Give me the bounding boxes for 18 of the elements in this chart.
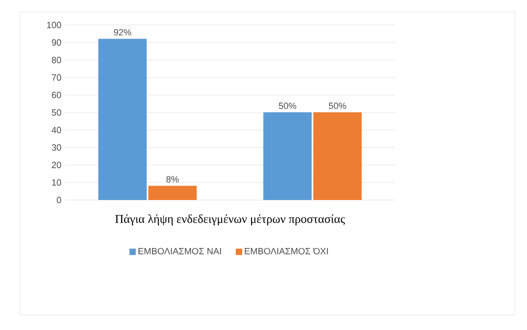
y-tick-label: 20 — [52, 162, 62, 168]
y-tick-label: 0 — [56, 196, 62, 204]
x-axis-title: Πάγια λήψη ενδεδειγμένων μέτρων προστασίας — [115, 214, 345, 226]
legend-label: ΕΜΒΟΛΙΑΣΜΟΣ ΝΑΙ — [138, 248, 221, 254]
legend-label: ΕΜΒΟΛΙΑΣΜΟΣ ΌΧΙ — [244, 248, 328, 254]
y-tick-label: 50 — [52, 109, 62, 116]
y-tick-label: 70 — [52, 74, 62, 81]
y-tick-label: 30 — [52, 144, 62, 151]
data-label: 50% — [328, 102, 346, 109]
data-label: 50% — [278, 102, 296, 109]
y-tick-label: 60 — [52, 92, 62, 98]
y-tick-label: 80 — [52, 56, 62, 64]
data-label: 8% — [166, 176, 179, 182]
y-tick-label: 90 — [52, 39, 62, 46]
y-tick-label: 40 — [52, 126, 62, 134]
data-label: 92% — [114, 29, 132, 36]
y-tick-label: 10 — [52, 179, 62, 186]
y-tick-label: 100 — [47, 22, 62, 28]
